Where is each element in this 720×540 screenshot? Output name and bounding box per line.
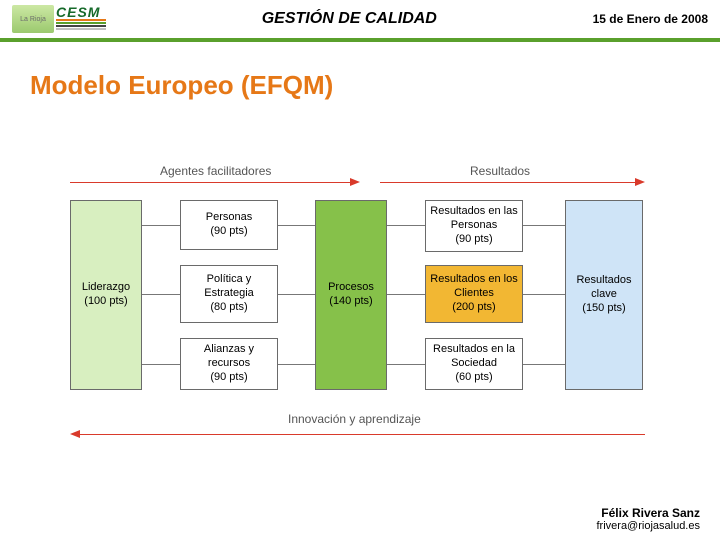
box-procesos-pts: (140 pts) [329,295,372,309]
connector [278,225,315,226]
box-politica: Política y Estrategia (80 pts) [180,265,278,323]
footer: Félix Rivera Sanz frivera@riojasalud.es [597,506,701,532]
box-resultados-sociedad: Resultados en la Sociedad (60 pts) [425,338,523,390]
section-label-bottom: Innovación y aprendizaje [288,412,421,426]
top-arrow-right [380,182,635,183]
header: La Rioja CESM GESTIÓN DE CALIDAD 15 de E… [0,0,720,42]
box-rclave-pts: (150 pts) [582,302,625,316]
box-liderazgo-pts: (100 pts) [84,295,127,309]
box-rclave-name: Resultados clave [570,274,638,302]
box-alianzas-pts: (90 pts) [210,371,247,385]
box-liderazgo: Liderazgo (100 pts) [70,200,142,390]
box-liderazgo-name: Liderazgo [82,281,130,295]
box-alianzas: Alianzas y recursos (90 pts) [180,338,278,390]
connector [278,294,315,295]
box-rclientes-pts: (200 pts) [452,301,495,315]
connector [387,294,425,295]
connector [142,294,180,295]
slide-title: Modelo Europeo (EFQM) [0,42,720,101]
box-resultados-clave: Resultados clave (150 pts) [565,200,643,390]
section-label-left: Agentes facilitadores [160,164,271,178]
header-date: 15 de Enero de 2008 [593,12,708,26]
box-rclientes-name: Resultados en los Clientes [430,273,518,301]
box-politica-name: Política y Estrategia [185,273,273,301]
logo: La Rioja CESM [12,5,106,33]
bottom-arrowhead [70,430,80,438]
box-rsociedad-name: Resultados en la Sociedad [430,343,518,371]
connector [523,225,565,226]
box-alianzas-name: Alianzas y recursos [185,343,273,371]
footer-email: frivera@riojasalud.es [597,520,701,532]
box-resultados-clientes: Resultados en los Clientes (200 pts) [425,265,523,323]
connector [278,364,315,365]
bottom-arrow [80,434,645,435]
box-procesos-name: Procesos [328,281,374,295]
logo-name: CESM [56,8,106,18]
box-personas-pts: (90 pts) [210,225,247,239]
box-rpersonas-name: Resultados en las Personas [430,205,518,233]
connector [142,364,180,365]
connector [523,364,565,365]
box-rpersonas-pts: (90 pts) [455,233,492,247]
connector [387,364,425,365]
box-personas-name: Personas [206,211,252,225]
top-arrow-left [70,182,350,183]
efqm-diagram: Agentes facilitadores Resultados Lideraz… [70,160,650,450]
header-title: GESTIÓN DE CALIDAD [106,10,593,28]
top-arrowhead-left [350,178,360,186]
box-personas: Personas (90 pts) [180,200,278,250]
box-politica-pts: (80 pts) [210,301,247,315]
section-label-right: Resultados [470,164,530,178]
footer-author: Félix Rivera Sanz [597,506,701,520]
connector [523,294,565,295]
box-rsociedad-pts: (60 pts) [455,371,492,385]
box-procesos: Procesos (140 pts) [315,200,387,390]
connector [142,225,180,226]
box-resultados-personas: Resultados en las Personas (90 pts) [425,200,523,252]
connector [387,225,425,226]
logo-text: CESM [56,8,106,30]
top-arrowhead-right [635,178,645,186]
logo-mark: La Rioja [12,5,54,33]
